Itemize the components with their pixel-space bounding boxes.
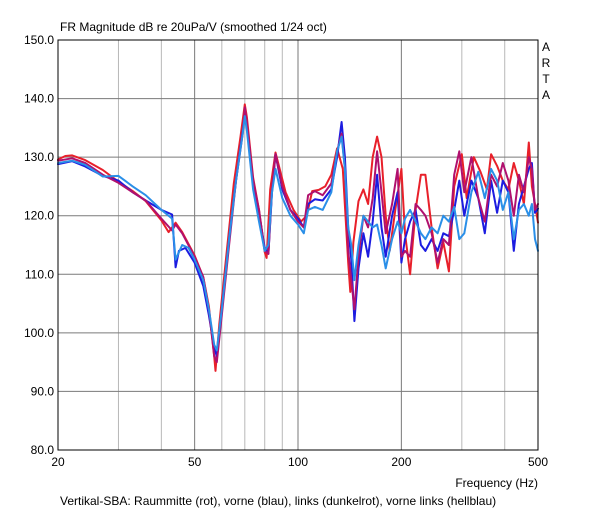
y-tick-label: 80.0 <box>31 443 55 457</box>
x-tick-label: 100 <box>288 455 308 469</box>
x-tick-label: 200 <box>391 455 411 469</box>
chart-title: FR Magnitude dB re 20uPa/V (smoothed 1/2… <box>60 20 327 34</box>
caption: Vertikal-SBA: Raummitte (rot), vorne (bl… <box>60 494 496 508</box>
x-tick-label: 50 <box>188 455 202 469</box>
x-axis-label: Frequency (Hz) <box>455 476 538 490</box>
y-tick-label: 100.0 <box>24 326 54 340</box>
y-tick-label: 130.0 <box>24 150 54 164</box>
y-tick-label: 110.0 <box>25 267 54 281</box>
plot-frame <box>57 39 539 451</box>
brand-letter: A <box>542 88 550 102</box>
y-tick-label: 150.0 <box>24 33 54 47</box>
brand-letter: R <box>542 56 551 70</box>
brand-letter: T <box>542 72 550 86</box>
grid-lines <box>58 40 538 450</box>
y-tick-label: 120.0 <box>24 209 54 223</box>
brand-letter: A <box>542 40 550 54</box>
y-tick-label: 90.0 <box>31 384 55 398</box>
y-tick-label: 140.0 <box>24 92 54 106</box>
series-line-4 <box>57 115 539 352</box>
series-line-2 <box>57 112 539 358</box>
series-layer <box>57 103 539 372</box>
x-tick-label: 20 <box>51 455 65 469</box>
x-tick-label: 500 <box>528 455 548 469</box>
tick-labels: 80.0 90.0 100.0 110.0 120.0 130.0 140.0 150.0 20… <box>24 33 548 469</box>
